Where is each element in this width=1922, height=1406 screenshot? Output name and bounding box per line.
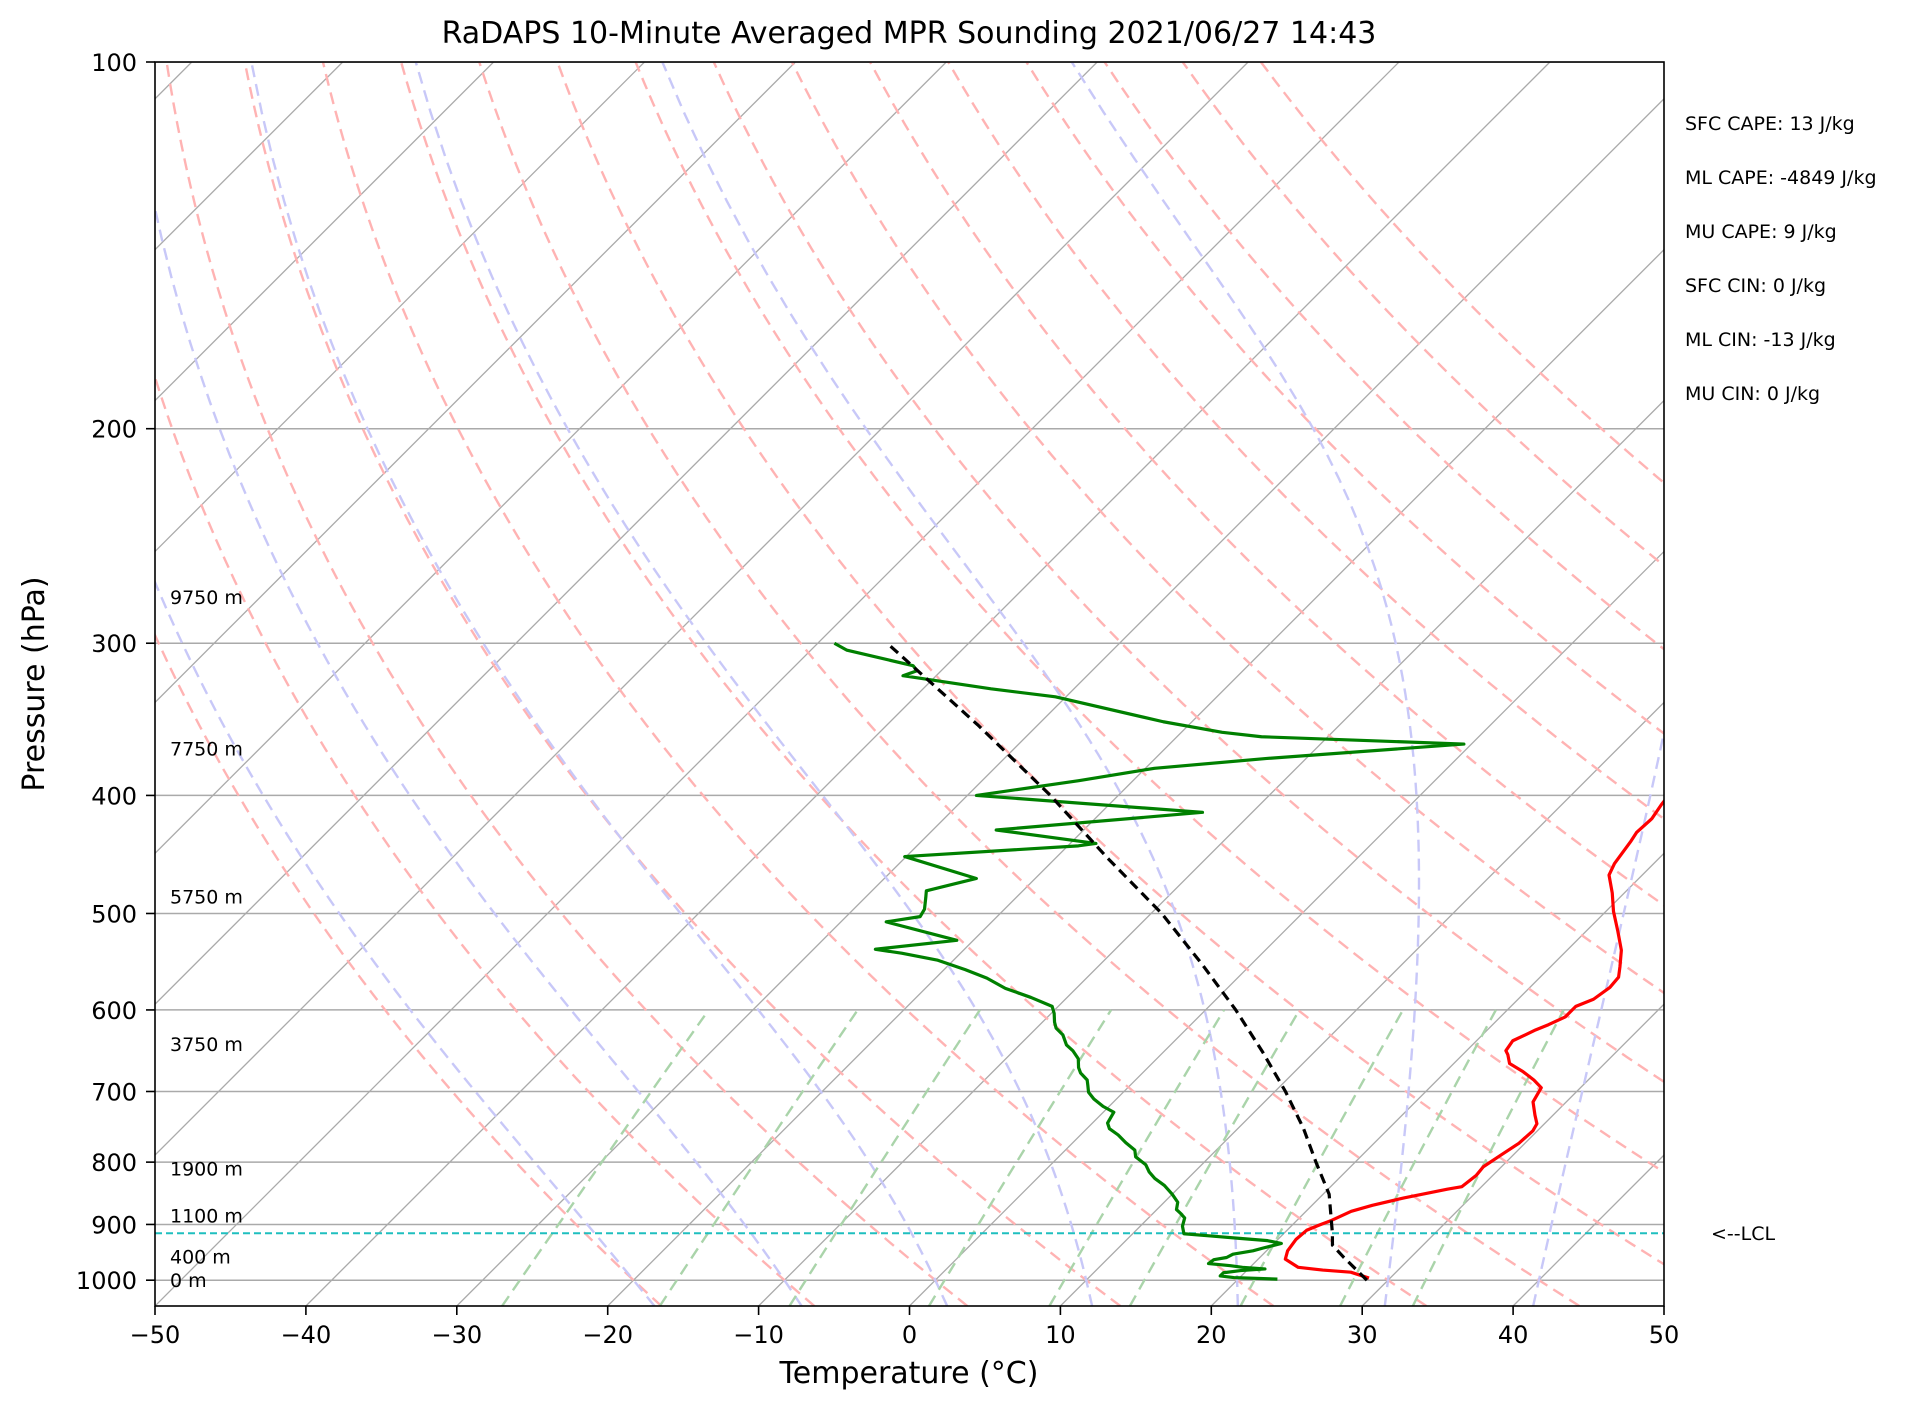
index-label: SFC CAPE: 13 J/kg [1685, 113, 1855, 135]
dry-adiabat-line [634, 62, 1664, 1174]
moist-adiabat-line [250, 62, 949, 1306]
x-tick-label: −40 [281, 1321, 332, 1349]
y-tick-label: 400 [91, 782, 137, 810]
dry-adiabat-line [399, 62, 1428, 1306]
x-tick-label: −50 [130, 1321, 181, 1349]
height-label: 400 m [170, 1246, 231, 1268]
isotherm-line [909, 550, 1664, 1306]
height-label: 0 m [170, 1270, 207, 1292]
x-tick-label: 10 [1045, 1321, 1076, 1349]
mixing-ratio-line [658, 1009, 859, 1306]
height-label: 3750 m [170, 1034, 243, 1056]
isotherm-line [155, 62, 947, 855]
y-tick-label: 700 [91, 1078, 137, 1106]
lcl-label: <--LCL [1711, 1223, 1775, 1245]
mixing-ratio-line [927, 1009, 1113, 1306]
parcel-line [886, 642, 1369, 1282]
index-label: MU CAPE: 9 J/kg [1685, 221, 1837, 243]
index-label: MU CIN: 0 J/kg [1685, 383, 1820, 405]
y-tick-label: 1000 [76, 1267, 137, 1295]
isotherm-line [1059, 701, 1664, 1306]
x-tick-label: 0 [902, 1321, 917, 1349]
temperature-line [1283, 798, 1664, 1280]
index-label: ML CAPE: -4849 J/kg [1685, 167, 1877, 189]
isotherm-line [155, 62, 796, 704]
height-label: 9750 m [170, 587, 243, 609]
series-layer [833, 641, 1664, 1282]
index-label: ML CIN: -13 J/kg [1685, 329, 1836, 351]
isotherm-line [456, 97, 1664, 1306]
dry-adiabat-line [165, 62, 969, 1306]
dry-adiabat-line [155, 632, 663, 1306]
isotherm-line [305, 62, 1551, 1306]
isotherm-line [607, 248, 1664, 1306]
dry-adiabat-line [1181, 62, 1664, 568]
moist-adiabat-line [1531, 726, 1664, 1306]
mixing-ratio-line [1411, 1009, 1565, 1306]
x-axis-label: Temperature (°C) [779, 1356, 1039, 1391]
isotherm-line [155, 62, 1098, 1006]
y-axis-ticks: 100 200 300 400 500 600 700 800 900 1000 [76, 49, 155, 1295]
x-tick-label: −30 [431, 1321, 482, 1349]
dry-adiabat-line [1025, 62, 1664, 736]
moist-adiabat-line [1070, 62, 1421, 1306]
y-axis-label: Pressure (hPa) [17, 576, 52, 791]
y-tick-label: 500 [91, 900, 137, 928]
isotherm-line [155, 62, 1400, 1306]
dry-adiabat-line [478, 62, 1581, 1306]
reference-lines [155, 62, 1664, 1306]
grid-layer [155, 62, 1664, 1306]
dry-adiabat-line [243, 62, 1122, 1306]
isotherm-line [155, 62, 645, 553]
y-tick-label: 600 [91, 997, 137, 1025]
x-tick-label: 40 [1498, 1321, 1529, 1349]
mixing-ratio-line [501, 1009, 710, 1306]
x-axis-ticks: −50 −40 −30 −20 −10 0 10 20 30 40 50 [130, 1306, 1680, 1349]
x-tick-label: 20 [1196, 1321, 1227, 1349]
dry-adiabat-line [556, 62, 1664, 1266]
dewpoint-line [833, 641, 1466, 1281]
y-tick-label: 100 [91, 49, 137, 77]
isotherm-line [1361, 1003, 1664, 1306]
chart-title: RaDAPS 10-Minute Averaged MPR Sounding 2… [442, 16, 1377, 51]
x-tick-label: −10 [733, 1321, 784, 1349]
moist-adiabat-line [661, 62, 1240, 1306]
dry-adiabat-line [869, 62, 1664, 907]
isotherm-line [1210, 852, 1664, 1306]
moist-adiabat-line [155, 203, 803, 1306]
height-label: 1900 m [170, 1159, 243, 1181]
y-tick-label: 800 [91, 1149, 137, 1177]
y-tick-label: 900 [91, 1211, 137, 1239]
dry-adiabat-line [947, 62, 1664, 821]
dry-adiabat-line [1103, 62, 1664, 651]
y-tick-label: 200 [91, 416, 137, 444]
x-tick-label: 30 [1347, 1321, 1378, 1349]
isotherm-line [155, 62, 1249, 1157]
x-tick-label: 50 [1649, 1321, 1680, 1349]
mixing-ratio-line [788, 1009, 981, 1306]
height-label: 7750 m [170, 738, 243, 760]
y-tick-label: 300 [91, 630, 137, 658]
height-label: 5750 m [170, 886, 243, 908]
index-label: SFC CIN: 0 J/kg [1685, 275, 1826, 297]
moist-adiabat-line [155, 579, 656, 1306]
x-tick-label: −20 [582, 1321, 633, 1349]
isotherm-line [155, 62, 495, 402]
dry-adiabat-line [790, 62, 1664, 995]
dry-adiabat-line [155, 373, 816, 1306]
height-label: 1100 m [170, 1206, 243, 1228]
moist-adiabat-line [414, 62, 1094, 1306]
dry-adiabat-line [1259, 62, 1664, 485]
